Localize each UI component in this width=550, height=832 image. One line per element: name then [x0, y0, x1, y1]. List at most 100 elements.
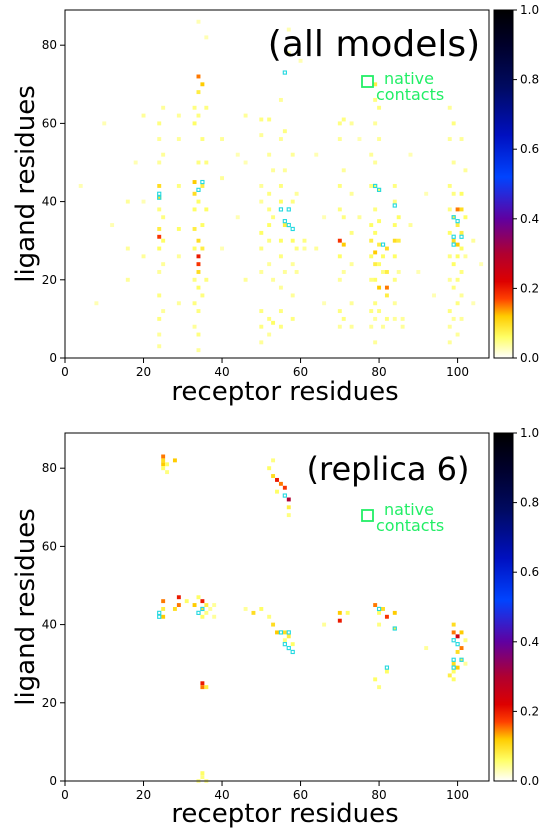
- heatmap-cell: [157, 161, 161, 165]
- heatmap-cell: [161, 239, 165, 243]
- heatmap-cell: [456, 223, 460, 227]
- y-axis: 0 20 40 60 80: [42, 38, 65, 365]
- heatmap-cell: [385, 247, 389, 251]
- heatmap-cell: [393, 184, 397, 188]
- heatmap-cell: [452, 662, 456, 666]
- heatmap-cell: [338, 184, 342, 188]
- heatmap-cell: [177, 184, 181, 188]
- heatmap-cell: [393, 317, 397, 321]
- heatmap-cell: [338, 611, 342, 615]
- heatmap-cell: [287, 498, 291, 502]
- heatmap-cell: [373, 250, 377, 254]
- heatmap-cell: [161, 106, 165, 110]
- heatmap-cell: [291, 317, 295, 321]
- heatmap-cell: [393, 223, 397, 227]
- heatmap-cell: [409, 223, 413, 227]
- heatmap-cell: [385, 286, 389, 290]
- heatmap-cell: [275, 490, 279, 494]
- heatmap-cell: [452, 630, 456, 634]
- colorbar-tick-label: 0.2: [520, 704, 539, 718]
- heatmap-cell: [142, 200, 146, 204]
- heatmap-cell: [338, 325, 342, 329]
- heatmap-cell: [220, 247, 224, 251]
- heatmap-cell: [350, 231, 354, 235]
- heatmap-cell: [357, 137, 361, 141]
- panel-all-models: 0 20 40 60 80 100 0 20 40 60 80 (all models) nati…: [11, 3, 539, 407]
- heatmap-cell: [342, 243, 346, 247]
- heatmap-cell: [197, 20, 201, 24]
- heatmap-cell: [259, 340, 263, 344]
- heatmap-cell: [279, 309, 283, 313]
- y-axis-label: ligand residues: [11, 85, 41, 283]
- colorbar-tick-label: 0.0: [520, 774, 539, 788]
- heatmap-cell: [381, 607, 385, 611]
- heatmap-cell: [377, 286, 381, 290]
- heatmap-cell: [448, 184, 452, 188]
- heatmap-cell: [259, 325, 263, 329]
- heatmap-cell: [350, 301, 354, 305]
- chart-title: (replica 6): [307, 450, 470, 488]
- heatmap-cell: [369, 325, 373, 329]
- colorbar-tick-label: 0.6: [520, 142, 539, 156]
- heatmap-cell: [338, 619, 342, 623]
- heatmap-cell: [377, 137, 381, 141]
- x-axis: 0 20 40 60 80 100: [61, 358, 469, 379]
- x-tick-label: 0: [61, 365, 69, 379]
- heatmap-cell: [377, 262, 381, 266]
- heatmap-cell: [295, 270, 299, 274]
- heatmap-cell: [283, 223, 287, 227]
- heatmap-cell: [460, 630, 464, 634]
- x-tick-label: 100: [446, 788, 469, 802]
- heatmap-cell: [197, 200, 201, 204]
- y-tick-label: 20: [42, 696, 57, 710]
- heatmap-cell: [291, 262, 295, 266]
- heatmap-cell: [463, 662, 467, 666]
- heatmap-cell: [279, 184, 283, 188]
- heatmap-cell: [460, 231, 464, 235]
- heatmap-cell: [193, 207, 197, 211]
- heatmap-cell: [397, 239, 401, 243]
- heatmap-cell: [236, 215, 240, 219]
- heatmap-cell: [259, 247, 263, 251]
- heatmap-cell: [452, 239, 456, 243]
- heatmap-cell: [471, 239, 475, 243]
- heatmap-cell: [197, 75, 201, 79]
- heatmap-cell: [377, 106, 381, 110]
- heatmap-cell: [204, 207, 208, 211]
- heatmap-cell: [452, 192, 456, 196]
- heatmap-cell: [385, 293, 389, 297]
- heatmap-cell: [373, 231, 377, 235]
- y-axis: 0 20 40 60 80: [42, 461, 65, 788]
- heatmap-cell: [236, 153, 240, 157]
- heatmap-cell: [463, 638, 467, 642]
- y-tick-label: 20: [42, 273, 57, 287]
- heatmap-cell: [157, 344, 161, 348]
- chart-title: (all models): [268, 24, 480, 65]
- heatmap-cell: [271, 168, 275, 172]
- heatmap-cell: [456, 254, 460, 258]
- heatmap-cell: [142, 254, 146, 258]
- heatmap-cell: [220, 176, 224, 180]
- heatmap-cell: [452, 623, 456, 627]
- heatmap-cell: [177, 603, 181, 607]
- heatmap-cell: [161, 455, 165, 459]
- heatmap-cell: [200, 681, 204, 685]
- heatmap-cell: [197, 309, 201, 313]
- y-tick-label: 60: [42, 539, 57, 553]
- heatmap-cell: [126, 278, 130, 282]
- heatmap-cell: [204, 603, 208, 607]
- heatmap-cell: [102, 121, 106, 125]
- heatmap-cell: [197, 254, 201, 258]
- heatmap-cell: [287, 513, 291, 517]
- heatmap-cell: [338, 137, 342, 141]
- heatmap-cell: [373, 161, 377, 165]
- heatmap-cell: [157, 247, 161, 251]
- heatmap-cell: [157, 333, 161, 337]
- heatmap-cell: [460, 192, 464, 196]
- heatmap-cell: [165, 470, 169, 474]
- heatmap-cell: [377, 309, 381, 313]
- heatmap-cell: [479, 262, 483, 266]
- heatmap-cell: [279, 98, 283, 102]
- heatmap-cell: [251, 611, 255, 615]
